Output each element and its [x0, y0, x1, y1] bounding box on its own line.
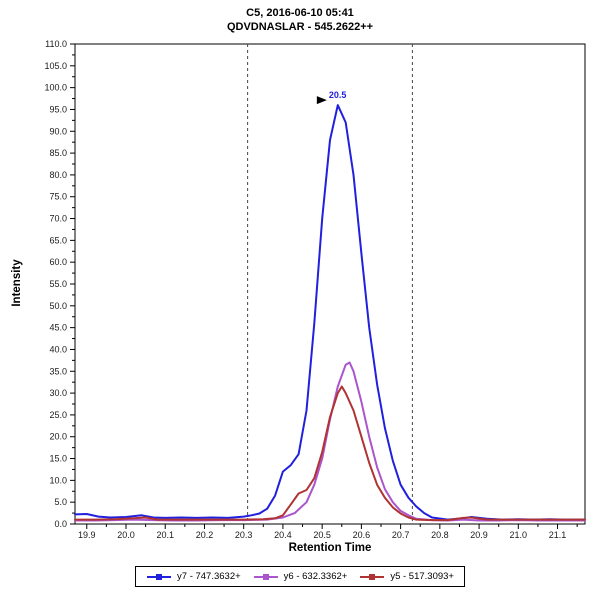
- y-axis-tick-label: 5.0: [54, 497, 67, 507]
- y-axis-tick-label: 0.0: [54, 519, 67, 529]
- y-axis-tick-label: 85.0: [49, 148, 67, 158]
- legend-label: y7 - 747.3632+: [177, 571, 241, 582]
- x-axis-tick-label: 20.5: [313, 530, 331, 540]
- x-axis-tick-label: 20.0: [117, 530, 135, 540]
- x-axis-tick-label: 20.7: [392, 530, 410, 540]
- y-axis-tick-label: 25.0: [49, 410, 67, 420]
- legend-swatch-icon: [253, 573, 278, 580]
- plot-frame: [74, 43, 586, 525]
- legend-item: y6 - 632.3362+: [253, 571, 348, 582]
- chart-title-line2: QDVDNASLAR - 545.2622++: [226, 21, 374, 33]
- y-axis-tick-label: 10.0: [49, 475, 67, 485]
- y-axis-tick-label: 100.0: [44, 83, 67, 93]
- y-axis-tick-label: 35.0: [49, 366, 67, 376]
- y-axis-tick-label: 75.0: [49, 192, 67, 202]
- legend-swatch-icon: [360, 573, 385, 580]
- y-axis-tick-label: 105.0: [44, 61, 67, 71]
- chart-title-line1: C5, 2016-06-10 05:41: [246, 7, 354, 19]
- x-axis-tick-label: 21.0: [510, 530, 528, 540]
- x-axis-tick-label: 20.8: [431, 530, 449, 540]
- x-axis-label: Retention Time: [288, 542, 372, 554]
- y-axis-tick-label: 70.0: [49, 214, 67, 224]
- y-axis-tick-label: 80.0: [49, 170, 67, 180]
- legend-item: y5 - 517.3093+: [359, 571, 454, 582]
- y-axis-tick-label: 90.0: [49, 126, 67, 136]
- y-axis-tick-label: 45.0: [49, 323, 67, 333]
- x-axis-tick-label: 20.2: [196, 530, 214, 540]
- y-axis-tick-label: 65.0: [49, 235, 67, 245]
- x-axis-tick-label: 20.1: [156, 530, 174, 540]
- x-axis-tick-label: 20.3: [235, 530, 253, 540]
- y-axis-tick-label: 20.0: [49, 432, 67, 442]
- x-axis-tick-label: 20.9: [470, 530, 488, 540]
- legend-label: y6 - 632.3362+: [283, 571, 348, 582]
- y-axis-tick-label: 110.0: [45, 39, 67, 49]
- legend-swatch-icon: [147, 573, 172, 580]
- y-axis-tick-label: 60.0: [49, 257, 67, 267]
- peak-apex-annotation: 20.5: [329, 90, 347, 100]
- y-axis-tick-label: 50.0: [49, 301, 67, 311]
- series-line-y5: [74, 385, 586, 522]
- legend-item: y7 - 747.3632+: [146, 571, 241, 582]
- legend: y7 - 747.3632+ y6 - 632.3362+ y5 - 517.309…: [135, 566, 465, 587]
- y-axis-tick-label: 40.0: [49, 344, 67, 354]
- peak-pointer-icon: [316, 96, 327, 105]
- x-axis-tick-label: 20.4: [274, 530, 292, 540]
- y-axis-tick-label: 55.0: [49, 279, 67, 289]
- legend-label: y5 - 517.3093+: [390, 571, 454, 582]
- x-axis-tick-label: 20.6: [353, 530, 371, 540]
- y-axis-tick-label: 30.0: [49, 388, 67, 398]
- x-axis-tick-label: 19.9: [78, 530, 96, 540]
- y-axis-tick-label: 15.0: [49, 454, 67, 464]
- x-axis-tick-label: 21.1: [549, 530, 567, 540]
- y-axis-tick-label: 95.0: [49, 104, 67, 114]
